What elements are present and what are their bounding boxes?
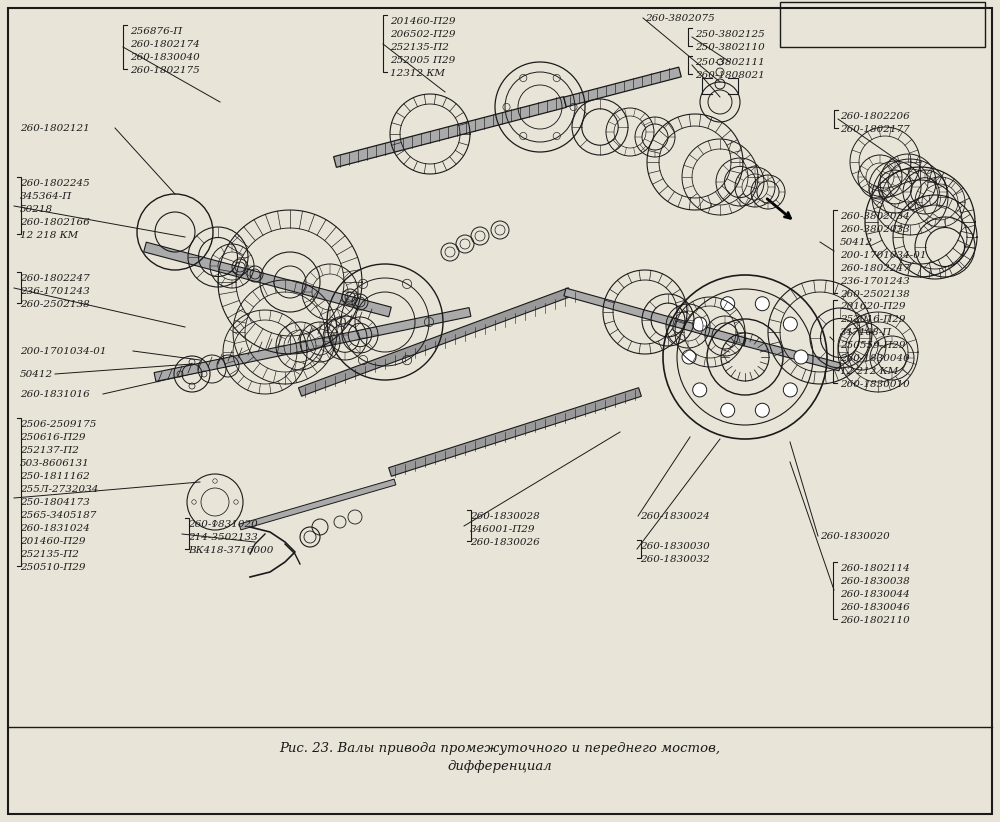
Text: дифференциал: дифференциал (448, 760, 552, 773)
Text: 260-3802034: 260-3802034 (840, 212, 910, 221)
Polygon shape (298, 288, 572, 396)
Text: 201460-П29: 201460-П29 (390, 17, 456, 26)
Text: 250-3802125: 250-3802125 (695, 30, 765, 39)
Text: 260-1808021: 260-1808021 (695, 71, 765, 80)
Text: 2565-3405187: 2565-3405187 (20, 511, 96, 520)
Circle shape (755, 404, 769, 418)
Text: 250-1804173: 250-1804173 (20, 498, 90, 507)
Text: 250-1811162: 250-1811162 (20, 472, 90, 481)
Text: 255Л-2732034: 255Л-2732034 (20, 485, 98, 494)
Text: 260-3802075: 260-3802075 (645, 14, 715, 23)
Text: 250559-П29: 250559-П29 (840, 341, 906, 350)
Text: 260-1802245: 260-1802245 (20, 179, 90, 188)
Text: 260-1830044: 260-1830044 (840, 590, 910, 599)
Text: 2506-2509175: 2506-2509175 (20, 420, 96, 429)
Circle shape (794, 350, 808, 364)
Text: 260-1830010: 260-1830010 (840, 380, 910, 389)
Text: 260-1802110: 260-1802110 (840, 616, 910, 625)
Text: 260-2502138: 260-2502138 (20, 300, 90, 309)
Text: 260-1830046: 260-1830046 (840, 603, 910, 612)
Text: 250-3802110: 250-3802110 (695, 43, 765, 52)
Polygon shape (564, 67, 681, 107)
Text: 260-1802247: 260-1802247 (840, 264, 910, 273)
Text: 260-1802121: 260-1802121 (20, 124, 90, 133)
Text: 260-1802114: 260-1802114 (840, 564, 910, 573)
Text: 260-1802247: 260-1802247 (20, 274, 90, 283)
Text: 260-1830040: 260-1830040 (840, 354, 910, 363)
Text: 260-1830024: 260-1830024 (640, 512, 710, 521)
Text: 260-1830028: 260-1830028 (470, 512, 540, 521)
Text: 252005 П29: 252005 П29 (390, 56, 455, 65)
Text: 256876-П: 256876-П (130, 27, 182, 36)
Circle shape (682, 350, 696, 364)
Text: 260-1830040: 260-1830040 (130, 53, 200, 62)
Circle shape (783, 383, 797, 397)
Text: 12 218 КМ: 12 218 КМ (20, 231, 78, 240)
Circle shape (721, 297, 735, 311)
Text: 201460-П29: 201460-П29 (20, 537, 86, 546)
Text: 503-8606131: 503-8606131 (20, 459, 90, 468)
Circle shape (693, 317, 707, 331)
Text: 260-1830038: 260-1830038 (840, 577, 910, 586)
Text: 50412: 50412 (20, 370, 53, 379)
Text: 50218: 50218 (20, 205, 53, 214)
Text: 250510-П29: 250510-П29 (20, 563, 86, 572)
Text: 214-3502133: 214-3502133 (188, 533, 258, 542)
Text: 260-1802177: 260-1802177 (840, 125, 910, 134)
Text: 252137-П2: 252137-П2 (20, 446, 79, 455)
Circle shape (693, 383, 707, 397)
Polygon shape (154, 307, 471, 381)
Text: 260-1830030: 260-1830030 (640, 542, 710, 551)
Text: 200-1701034-01: 200-1701034-01 (20, 347, 106, 356)
Circle shape (721, 404, 735, 418)
Bar (780, 2, 985, 47)
Text: 260-1830020: 260-1830020 (820, 532, 890, 541)
Text: 252135-П2: 252135-П2 (20, 550, 79, 559)
Text: 236-1701243: 236-1701243 (20, 287, 90, 296)
Text: 250616-П29: 250616-П29 (20, 433, 86, 442)
Text: 346001-П29: 346001-П29 (470, 525, 536, 534)
Circle shape (755, 297, 769, 311)
Polygon shape (389, 388, 641, 476)
Text: 260-1802174: 260-1802174 (130, 40, 200, 49)
Text: 250-3802111: 250-3802111 (695, 58, 765, 67)
Text: 260-1831024: 260-1831024 (20, 524, 90, 533)
Text: 260-1802206: 260-1802206 (840, 112, 910, 121)
Text: 345364-П: 345364-П (20, 192, 72, 201)
Polygon shape (144, 242, 391, 316)
Text: 200-1701034-01: 200-1701034-01 (840, 251, 926, 260)
Text: Рис. 23. Валы привода промежуточного и переднего мостов,: Рис. 23. Валы привода промежуточного и п… (279, 742, 721, 755)
Text: 236-1701243: 236-1701243 (840, 277, 910, 286)
Text: 260-1831016: 260-1831016 (20, 390, 90, 399)
Polygon shape (239, 479, 396, 530)
Polygon shape (564, 289, 746, 346)
Text: 12 212 КМ: 12 212 КМ (840, 367, 898, 376)
Text: 260-1802166: 260-1802166 (20, 218, 90, 227)
Text: 260-2502138: 260-2502138 (840, 290, 910, 299)
Circle shape (783, 317, 797, 331)
Text: 260-3802033: 260-3802033 (840, 225, 910, 234)
Polygon shape (334, 97, 566, 168)
Text: 260-1830032: 260-1830032 (640, 555, 710, 564)
Text: 252016-П29: 252016-П29 (840, 315, 906, 324)
Text: 260-1802175: 260-1802175 (130, 66, 200, 75)
Text: 260-1831020: 260-1831020 (188, 520, 258, 529)
Polygon shape (744, 338, 841, 371)
Text: 12312 КМ: 12312 КМ (390, 69, 445, 78)
Text: 260-1830026: 260-1830026 (470, 538, 540, 547)
Text: 206502-П29: 206502-П29 (390, 30, 456, 39)
Text: ВК418-3716000: ВК418-3716000 (188, 546, 273, 555)
Text: 201620-П29: 201620-П29 (840, 302, 906, 311)
Text: 50412: 50412 (840, 238, 873, 247)
Text: 347108-П: 347108-П (840, 328, 892, 337)
Text: 252135-П2: 252135-П2 (390, 43, 449, 52)
